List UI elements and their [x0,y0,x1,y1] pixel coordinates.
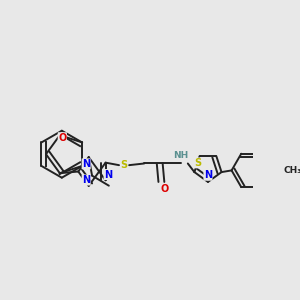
Text: N: N [82,175,90,185]
Text: O: O [58,133,66,143]
Text: S: S [194,158,202,168]
Text: N: N [104,169,112,179]
Text: S: S [121,160,128,170]
Text: O: O [160,184,169,194]
Text: NH: NH [173,151,189,160]
Text: N: N [82,159,90,169]
Text: N: N [204,170,212,180]
Text: CH₃: CH₃ [284,166,300,175]
